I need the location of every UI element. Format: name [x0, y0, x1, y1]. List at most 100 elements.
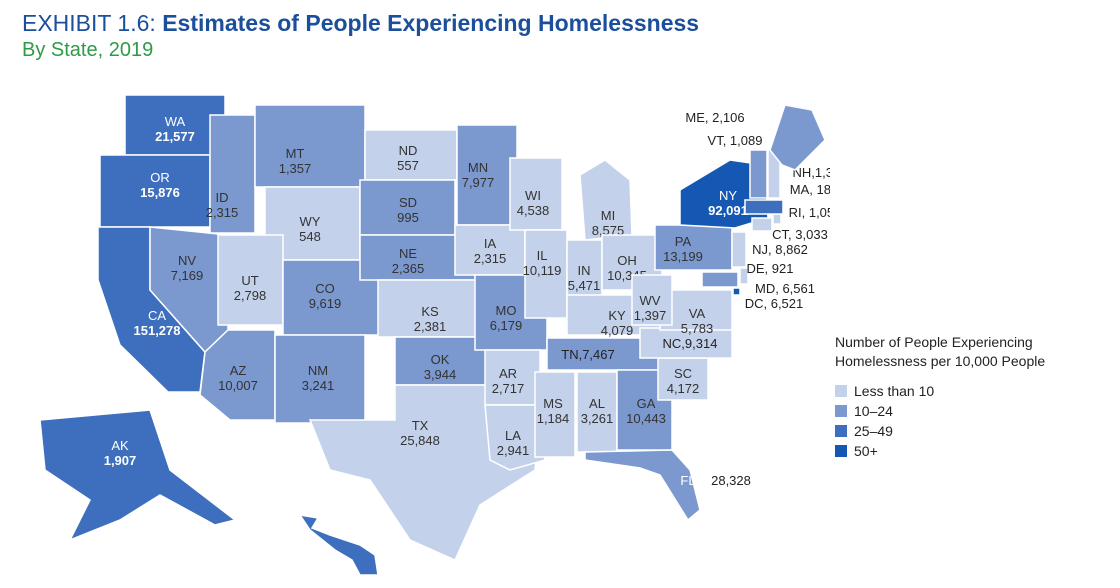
state-abbr: KS [421, 304, 439, 319]
state-count: 21,577 [155, 129, 195, 144]
legend-label: 10–24 [854, 403, 893, 419]
state-abbr: OK [431, 352, 450, 367]
state-count: 2,717 [492, 381, 525, 396]
state-region [769, 104, 826, 171]
state-abbr: NV [178, 253, 196, 268]
state-label: MA, 18,471 [790, 182, 830, 197]
legend-label: 50+ [854, 443, 878, 459]
state-abbr: VA [689, 306, 706, 321]
state-count: 2,315 [474, 251, 507, 266]
state-count: 4,172 [667, 381, 700, 396]
state-region [631, 274, 673, 326]
state-abbr: MN [468, 160, 488, 175]
state-label: DE, 921 [747, 261, 794, 276]
state-abbr: NY [719, 188, 737, 203]
state-abbr: OR [150, 170, 170, 185]
legend-label: Less than 10 [854, 383, 935, 399]
state-label: TN,7,467 [561, 347, 614, 362]
legend-item: 25–49 [835, 421, 1085, 441]
header: EXHIBIT 1.6: Estimates of People Experie… [22, 10, 699, 62]
legend-label: 25–49 [854, 423, 893, 439]
state-count: 10,443 [626, 411, 666, 426]
exhibit-label: EXHIBIT 1.6: [22, 10, 156, 36]
state-count: 92,091 [708, 203, 748, 218]
state-label: DC, 6,521 [745, 296, 804, 311]
state-count: 548 [299, 229, 321, 244]
state-count: 13,199 [663, 249, 703, 264]
state-region [39, 409, 237, 542]
state-count: 5,471 [568, 278, 601, 293]
state-abbr: TX [412, 418, 429, 433]
state-abbr: MT [286, 146, 305, 161]
state-region [584, 449, 701, 522]
state-abbr: WI [525, 188, 541, 203]
state-region [308, 384, 541, 561]
legend-swatch [835, 405, 847, 417]
state-count: 1,907 [104, 453, 137, 468]
legend-swatch [835, 425, 847, 437]
state-count: 557 [397, 158, 419, 173]
state-abbr: SD [399, 195, 417, 210]
state-region [579, 159, 633, 241]
state-abbr: KY [608, 308, 626, 323]
state-count: 25,848 [400, 433, 440, 448]
state-abbr: UT [241, 273, 258, 288]
state-abbr: AR [499, 366, 517, 381]
state-region [751, 217, 773, 232]
state-region [209, 114, 256, 234]
state-abbr: HI [302, 538, 315, 553]
state-abbr: WA [165, 114, 186, 129]
state-abbr: IA [484, 236, 497, 251]
map: WA21,577OR15,876CA151,278NV7,169ID2,315M… [39, 94, 830, 576]
state-label: VT, 1,089 [708, 133, 763, 148]
state-abbr: WV [640, 293, 661, 308]
state-label: RI, 1,055 [789, 205, 830, 220]
state-abbr: IN [578, 263, 591, 278]
state-count: 1,357 [279, 161, 312, 176]
legend: Number of People Experiencing Homelessne… [835, 333, 1085, 461]
state-count: 10,119 [523, 263, 562, 278]
state-count: 2,365 [392, 261, 425, 276]
state-count: 4,079 [601, 323, 634, 338]
state-abbr: GA [637, 396, 656, 411]
legend-item: 50+ [835, 441, 1085, 461]
state-count: 6,179 [490, 318, 523, 333]
state-count: 2,798 [234, 288, 267, 303]
state-abbr: PA [675, 234, 692, 249]
state-abbr: ID [216, 190, 229, 205]
state-abbr: CA [148, 308, 166, 323]
title-text: Estimates of People Experiencing Homeles… [162, 10, 700, 36]
state-region [772, 213, 782, 225]
state-count: 3,261 [581, 411, 614, 426]
state-count: 2,315 [206, 205, 239, 220]
state-count: 3,241 [302, 378, 335, 393]
state-region [749, 149, 768, 199]
state-abbr: NE [399, 246, 417, 261]
state-count: 151,278 [134, 323, 181, 338]
state-abbr: WY [300, 214, 321, 229]
legend-title: Number of People Experiencing Homelessne… [835, 334, 1046, 369]
state-label: NJ, 8,862 [752, 242, 808, 257]
state-abbr: MI [601, 208, 615, 223]
state-count: 995 [397, 210, 419, 225]
state-abbr: NM [308, 363, 328, 378]
state-label: NH,1,396 [793, 165, 830, 180]
legend-item: Less than 10 [835, 381, 1085, 401]
legend-swatch [835, 445, 847, 457]
state-count: 1,397 [634, 308, 667, 323]
state-abbr: MO [496, 303, 517, 318]
state-region [484, 404, 546, 471]
state-count: 2,381 [414, 319, 447, 334]
state-count: 2,941 [497, 443, 530, 458]
state-count: 1,184 [537, 411, 570, 426]
state-label: CT, 3,033 [772, 227, 828, 242]
state-region [701, 271, 739, 288]
state-count: 4,538 [517, 203, 550, 218]
state-abbr: OH [617, 253, 637, 268]
state-count: 10,007 [218, 378, 258, 393]
state-label: NC,9,314 [663, 336, 718, 351]
legend-item: 10–24 [835, 401, 1085, 421]
state-abbr: ND [399, 143, 418, 158]
state-abbr: AK [111, 438, 129, 453]
